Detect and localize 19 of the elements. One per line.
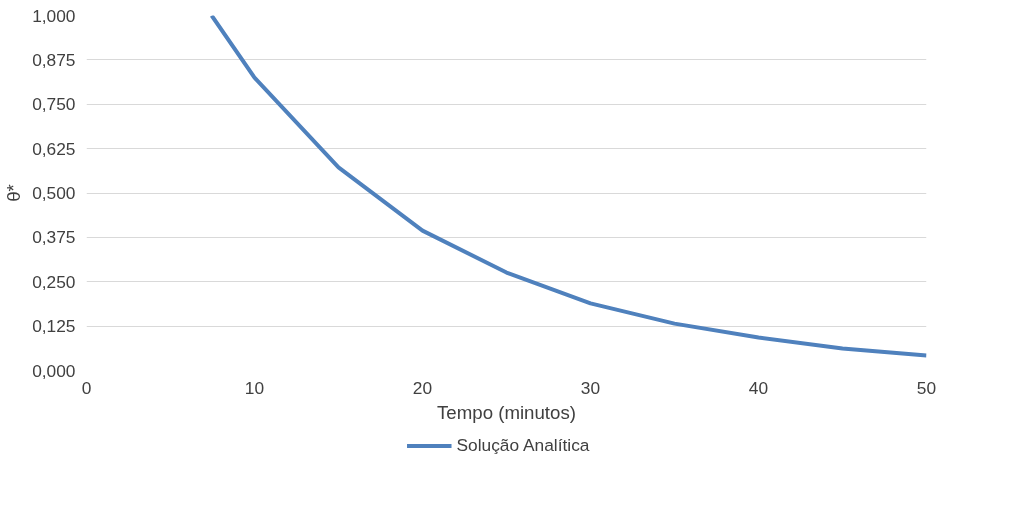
x-tick-label: 30	[580, 377, 601, 398]
x-tick-label: 50	[916, 377, 937, 398]
y-tick-label: 0,250	[32, 271, 76, 292]
y-tick-label: 0,375	[32, 227, 76, 248]
x-tick-label: 10	[244, 377, 265, 398]
y-tick-label: 0,875	[32, 49, 76, 70]
y-axis-title: θ*	[3, 184, 25, 202]
x-tick-label: 40	[748, 377, 769, 398]
x-tick-label: 0	[81, 377, 92, 398]
y-tick-label: 0,125	[32, 316, 76, 337]
x-axis-title: Tempo (minutos)	[437, 401, 576, 423]
y-tick-label: 0,625	[32, 138, 76, 159]
y-tick-label: 0,000	[32, 360, 76, 381]
x-tick-label: 20	[412, 377, 433, 398]
y-tick-label: 0,500	[32, 183, 76, 203]
y-tick-label: 0,750	[32, 94, 76, 115]
y-tick-label: 1,000	[32, 5, 76, 26]
line-series	[209, 15, 927, 358]
legend-label: Solução Analítica	[456, 434, 590, 456]
